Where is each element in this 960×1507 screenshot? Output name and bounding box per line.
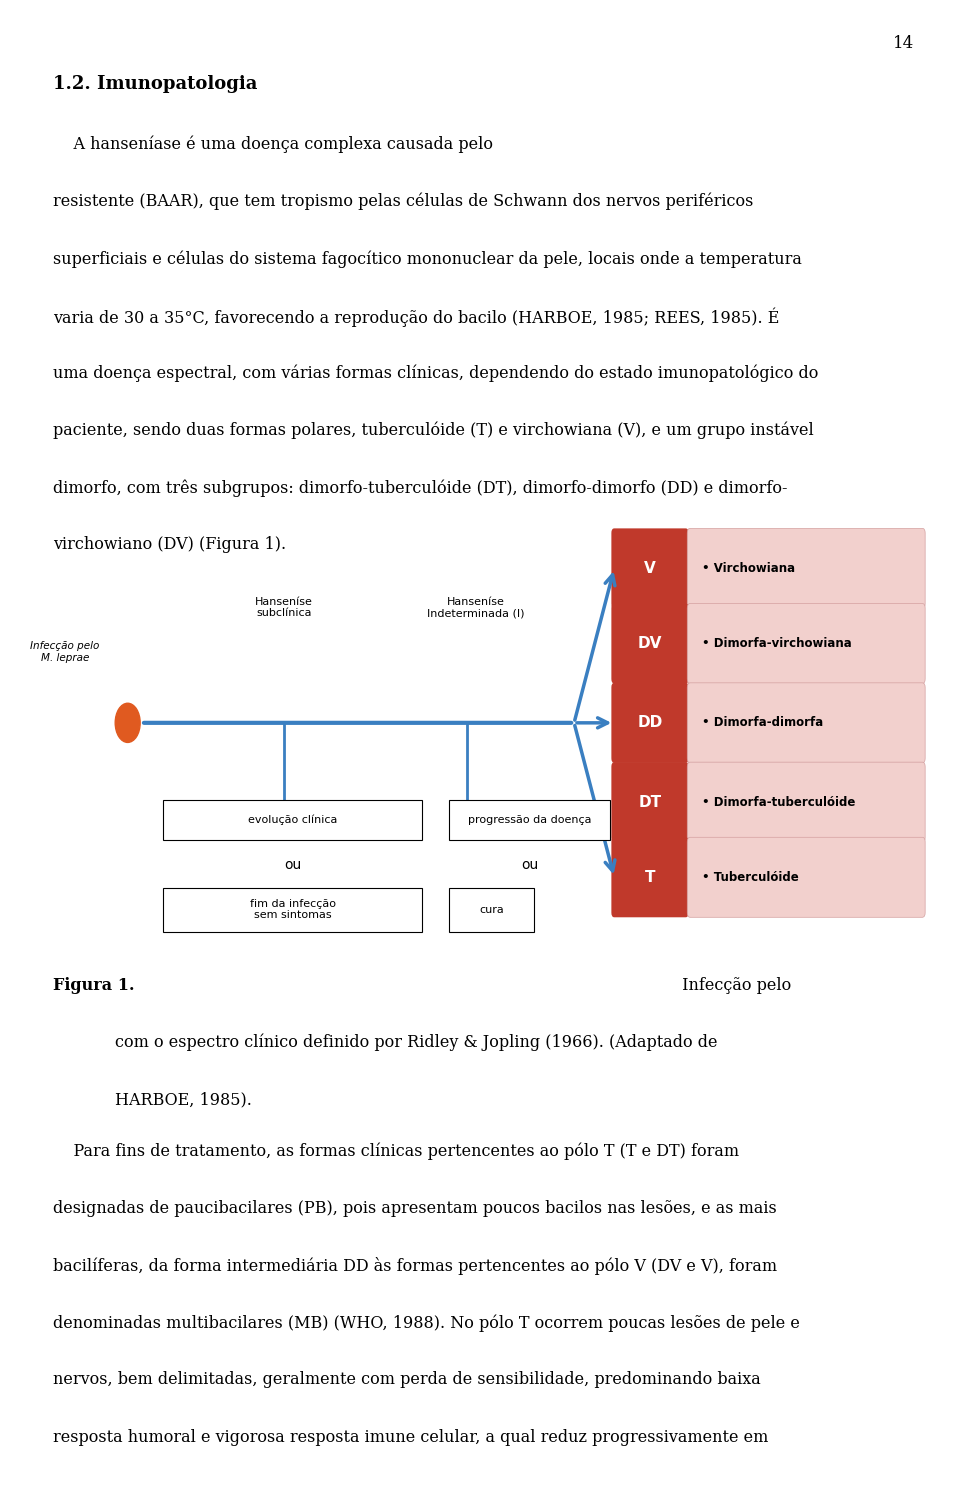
- Text: evolução clínica: evolução clínica: [249, 815, 338, 826]
- Text: DV: DV: [637, 636, 662, 651]
- Bar: [449, 888, 534, 931]
- Text: • Tuberculóide: • Tuberculóide: [702, 871, 799, 883]
- Text: nervos, bem delimitadas, geralmente com perda de sensibilidade, predominando bai: nervos, bem delimitadas, geralmente com …: [53, 1371, 760, 1388]
- Text: Infecção pelo
M. leprae: Infecção pelo M. leprae: [31, 640, 100, 663]
- Text: Figura 1.: Figura 1.: [53, 977, 134, 993]
- Text: Infecção pelo: Infecção pelo: [677, 977, 796, 993]
- FancyBboxPatch shape: [687, 683, 925, 763]
- Text: denominadas multibacilares (MB) (WHO, 1988). No pólo T ocorrem poucas lesões de : denominadas multibacilares (MB) (WHO, 19…: [53, 1314, 800, 1332]
- Text: bacilíferas, da forma intermediária DD às formas pertencentes ao pólo V (DV e V): bacilíferas, da forma intermediária DD à…: [53, 1257, 777, 1275]
- Text: com o espectro clínico definido por Ridley & Jopling (1966). (Adaptado de: com o espectro clínico definido por Ridl…: [115, 1034, 718, 1052]
- Text: ou: ou: [521, 857, 538, 871]
- Text: cura: cura: [479, 904, 504, 915]
- FancyBboxPatch shape: [612, 683, 688, 763]
- Text: • Dimorfa-dimorfa: • Dimorfa-dimorfa: [702, 716, 823, 729]
- Text: T: T: [645, 870, 656, 885]
- Text: HARBOE, 1985).: HARBOE, 1985).: [115, 1091, 252, 1108]
- Text: dimorfo, com três subgrupos: dimorfo-tuberculóide (DT), dimorfo-dimorfo (DD) e d: dimorfo, com três subgrupos: dimorfo-tub…: [53, 479, 787, 497]
- Text: varia de 30 a 35°C, favorecendo a reprodução do bacilo (HARBOE, 1985; REES, 1985: varia de 30 a 35°C, favorecendo a reprod…: [53, 307, 780, 327]
- Text: resistente (BAAR), que tem tropismo pelas células de Schwann dos nervos periféri: resistente (BAAR), que tem tropismo pela…: [53, 193, 754, 211]
- FancyBboxPatch shape: [612, 529, 688, 609]
- Text: DT: DT: [638, 794, 661, 809]
- Text: • Dimorfa-tuberculóide: • Dimorfa-tuberculóide: [702, 796, 855, 809]
- FancyBboxPatch shape: [612, 763, 688, 842]
- Text: ou: ou: [284, 857, 301, 871]
- Text: uma doença espectral, com várias formas clínicas, dependendo do estado imunopato: uma doença espectral, com várias formas …: [53, 365, 818, 383]
- Text: • Virchowiana: • Virchowiana: [702, 562, 795, 574]
- Text: V: V: [644, 561, 656, 576]
- Text: 14: 14: [893, 35, 914, 51]
- Text: DD: DD: [637, 716, 662, 731]
- Text: superficiais e células do sistema fagocítico mononuclear da pele, locais onde a : superficiais e células do sistema fagocí…: [53, 250, 802, 268]
- Text: 1.2. Imunopatologia: 1.2. Imunopatologia: [53, 75, 257, 93]
- Text: Para fins de tratamento, as formas clínicas pertencentes ao pólo T (T e DT) fora: Para fins de tratamento, as formas clíni…: [53, 1142, 739, 1160]
- Bar: [163, 888, 422, 931]
- Text: designadas de paucibacilares (PB), pois apresentam poucos bacilos nas lesões, e : designadas de paucibacilares (PB), pois …: [53, 1200, 777, 1216]
- Text: paciente, sendo duas formas polares, tuberculóide (T) e virchowiana (V), e um gr: paciente, sendo duas formas polares, tub…: [53, 422, 813, 440]
- Text: fim da infecção
sem sintomas: fim da infecção sem sintomas: [250, 898, 336, 921]
- Text: • Dimorfa-virchowiana: • Dimorfa-virchowiana: [702, 637, 852, 650]
- Text: Hanseníse
subclínica: Hanseníse subclínica: [255, 597, 313, 618]
- Text: Hanseníse
Indeterminada (I): Hanseníse Indeterminada (I): [427, 597, 524, 618]
- Text: virchowiano (DV) (Figura 1).: virchowiano (DV) (Figura 1).: [53, 536, 286, 553]
- FancyBboxPatch shape: [687, 838, 925, 918]
- Circle shape: [115, 704, 140, 743]
- Bar: [163, 800, 422, 839]
- Text: progressão da doença: progressão da doença: [468, 815, 591, 824]
- FancyBboxPatch shape: [612, 603, 688, 684]
- FancyBboxPatch shape: [687, 763, 925, 842]
- Text: resposta humoral e vigorosa resposta imune celular, a qual reduz progressivament: resposta humoral e vigorosa resposta imu…: [53, 1429, 768, 1445]
- Bar: [449, 800, 610, 839]
- FancyBboxPatch shape: [687, 603, 925, 684]
- FancyBboxPatch shape: [612, 838, 688, 918]
- Text: A hanseníase é uma doença complexa causada pelo: A hanseníase é uma doença complexa causa…: [53, 136, 498, 154]
- FancyBboxPatch shape: [687, 529, 925, 609]
